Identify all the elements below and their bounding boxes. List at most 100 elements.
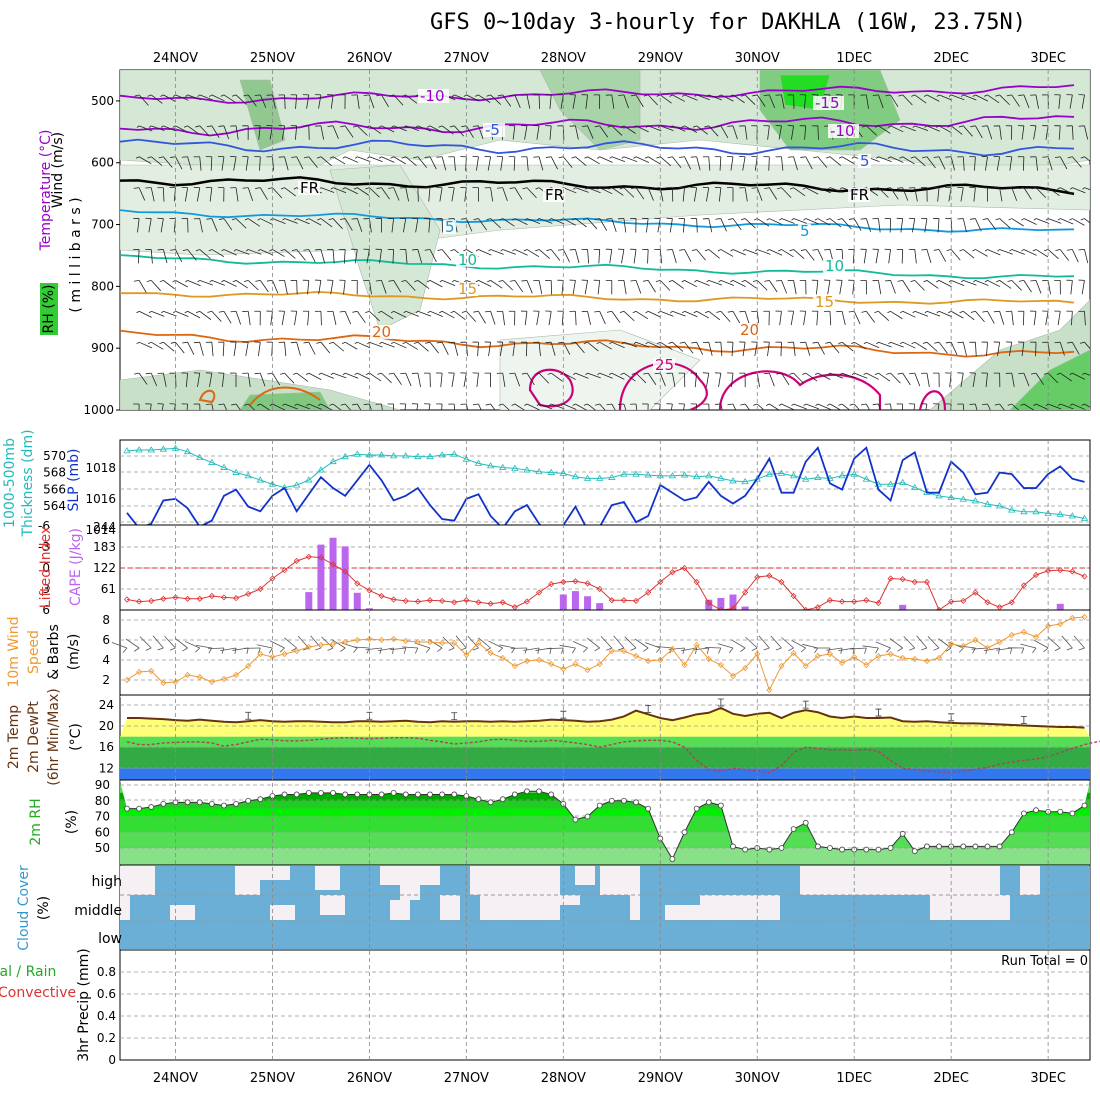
wind10-barb-flag [763, 647, 770, 651]
contour-label-bg [543, 188, 565, 202]
wind-barb [514, 403, 525, 410]
wind-barb-flag [303, 249, 309, 251]
wind-barb [805, 218, 819, 225]
wind-barb-flag [209, 94, 213, 97]
wind-barb-flag [354, 341, 358, 345]
chart-title: GFS 0~10day 3-hourly for DAKHLA (16W, 23… [430, 10, 1027, 35]
wind-barb [175, 94, 189, 101]
wind-barb [369, 156, 383, 162]
wind10-tick: 2 [102, 673, 110, 687]
wind-barb [890, 341, 904, 348]
li-point [366, 587, 373, 594]
wind-barb [186, 403, 188, 410]
li-point [911, 578, 918, 586]
wind-barb [199, 156, 202, 171]
wind-barb-flag [924, 125, 928, 128]
wind-barb [281, 311, 285, 326]
wind-barb [272, 280, 279, 294]
rh-swatch [40, 283, 58, 335]
wind-barb [476, 156, 479, 171]
dates-bottom: 24NOV 25NOV 26NOV 27NOV 28NOV 29NOV 30NOV 1DEC 2… [153, 1071, 1066, 1086]
wind-barb [647, 372, 657, 385]
wind-barb-flag [378, 125, 382, 128]
wind-barb-flag [1043, 372, 1049, 375]
li-point [1057, 567, 1064, 574]
wind-barb-flag [233, 249, 237, 252]
rh2m-point [608, 797, 615, 804]
wind-barb [950, 342, 958, 356]
thickness-point [523, 466, 531, 473]
wind-barb-flag [160, 94, 164, 97]
wind-barb [369, 125, 382, 134]
wind-barb [1011, 280, 1022, 291]
wind-barb-flag [523, 249, 528, 252]
wind-barb [900, 218, 904, 233]
wind10-point [972, 636, 979, 644]
wind-barb-flag [363, 403, 370, 405]
wind-barb-flag [753, 218, 758, 221]
wind-barb-flag [148, 310, 152, 314]
wind-barb [1060, 372, 1072, 382]
wind-barb-flag [618, 403, 624, 405]
wind-barb [284, 187, 297, 197]
wind-barb-flag [921, 249, 927, 251]
wind-barb-flag [254, 94, 261, 97]
thickness-point [983, 500, 992, 507]
wind-barb-flag [1006, 94, 1012, 97]
wind-barb-flag [147, 94, 152, 97]
wind-barb [428, 187, 431, 202]
wind-barb-flag [727, 310, 734, 313]
wind10-barb-flag [814, 647, 819, 654]
wind10-point [366, 635, 373, 643]
wind-barb [902, 280, 911, 293]
wind-barb-flag [427, 310, 431, 314]
wind-barb-flag [876, 341, 879, 345]
wind-barb [779, 311, 782, 326]
wind-barb-flag [330, 187, 334, 190]
wind10-barb-flag [425, 647, 431, 653]
wind-barb [451, 373, 455, 387]
wind-barb [526, 187, 537, 199]
wind-barb [357, 187, 370, 196]
wind-barb [441, 249, 452, 261]
contour-label-bg [456, 282, 478, 296]
thickness-point [717, 474, 725, 481]
wind-barb [672, 280, 684, 289]
wind-barb [502, 94, 512, 107]
wind-barb [911, 218, 916, 233]
wind-barb [478, 94, 491, 103]
wind-barb-flag [1067, 341, 1073, 344]
wind-barb-flag [863, 372, 867, 376]
rh2m-point [293, 791, 300, 798]
wind-barb-flag [764, 279, 770, 282]
wind-barb [659, 280, 671, 291]
wind-barb [720, 218, 727, 232]
wind-barb [708, 310, 721, 321]
wind10-barb-flag [682, 647, 685, 654]
wind-barb-flag [463, 249, 467, 252]
contour-label: -15 [815, 94, 840, 112]
wind-barb [987, 218, 997, 231]
wind-barb-flag [972, 280, 976, 283]
wind-barb [478, 403, 482, 410]
wind10-barb-flag [414, 647, 419, 654]
wind-barb [538, 372, 550, 384]
rh2m-point [233, 801, 239, 807]
rh2m-point [1020, 810, 1027, 817]
contour-label-bg [813, 96, 844, 110]
wind-barb-flag [970, 125, 976, 128]
rh2m-point [390, 789, 397, 796]
wind-barb-flag [884, 279, 891, 282]
wind-barb-flag [146, 279, 152, 282]
li-point [451, 599, 458, 606]
rh2m-point [245, 797, 252, 804]
wind-barb-flag [608, 187, 612, 190]
wind-barb [611, 187, 624, 196]
contour-label: -10 [420, 87, 445, 105]
vertical-gridlines [175, 70, 1049, 1060]
wind10-point [766, 686, 773, 694]
cape-top-tick: 244 [93, 520, 116, 534]
temp-minmax-mark [245, 711, 252, 720]
wind-barb [587, 218, 598, 230]
wind-barb [696, 342, 704, 355]
